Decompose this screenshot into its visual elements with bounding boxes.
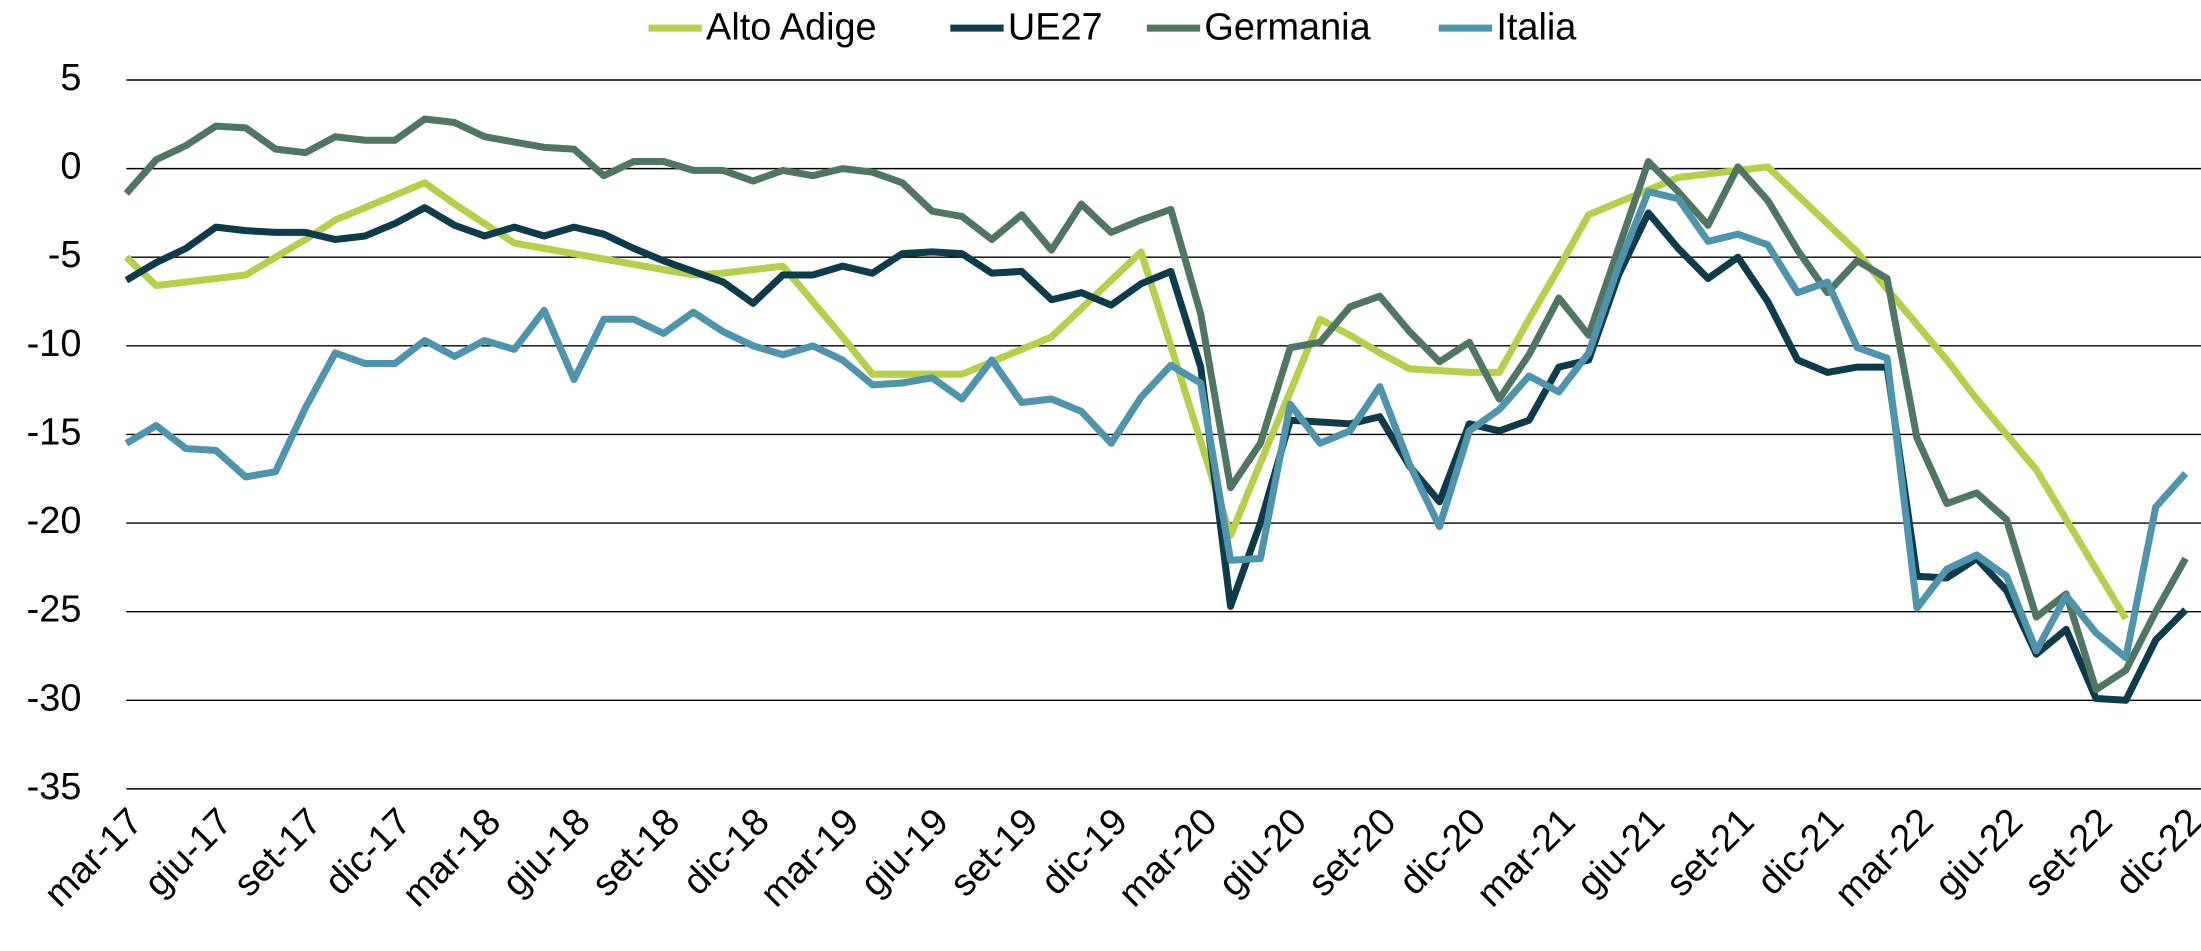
x-tick-label: mar-22	[1827, 801, 1942, 916]
x-tick-label: mar-21	[1469, 801, 1584, 916]
x-tick-label: giu-22	[1927, 801, 2031, 905]
x-tick-label: giu-21	[1569, 801, 1673, 905]
x-tick-label: set-20	[1300, 801, 1404, 905]
x-tick-label: set-17	[226, 801, 330, 905]
y-tick-label: 5	[60, 57, 81, 99]
x-tick-label: mar-20	[1111, 801, 1226, 916]
series-line	[123, 163, 2129, 621]
y-tick-label: -35	[27, 766, 82, 808]
y-tick-label: -20	[27, 500, 82, 542]
y-tick-label: -15	[27, 411, 82, 453]
y-tick-label: -5	[48, 234, 82, 276]
x-tick-label: dic-22	[2108, 801, 2201, 904]
legend-label: Italia	[1496, 6, 1577, 48]
x-tick-label: giu-17	[136, 801, 240, 905]
y-tick-label: -30	[27, 677, 82, 719]
series-line	[123, 115, 2189, 694]
x-tick-label: set-21	[1658, 801, 1762, 905]
x-tick-label: giu-20	[1211, 801, 1315, 905]
x-tick-label: giu-18	[495, 801, 599, 905]
y-tick-label: -10	[27, 323, 82, 365]
legend-label: Germania	[1204, 6, 1371, 48]
x-tick-label: set-18	[584, 801, 688, 905]
series-line	[124, 204, 2189, 704]
y-tick-label: 0	[60, 146, 81, 188]
x-tick-label: mar-19	[753, 801, 868, 916]
x-tick-label: set-22	[2017, 801, 2121, 905]
x-tick-label: mar-18	[395, 801, 510, 916]
x-tick-label: mar-17	[36, 801, 151, 916]
x-tick-label: giu-19	[853, 801, 957, 905]
y-tick-label: -25	[27, 589, 82, 631]
legend-label: UE27	[1008, 6, 1103, 48]
x-tick-label: set-19	[942, 801, 1046, 905]
series-line	[124, 188, 2189, 662]
legend-label: Alto Adige	[706, 6, 877, 48]
